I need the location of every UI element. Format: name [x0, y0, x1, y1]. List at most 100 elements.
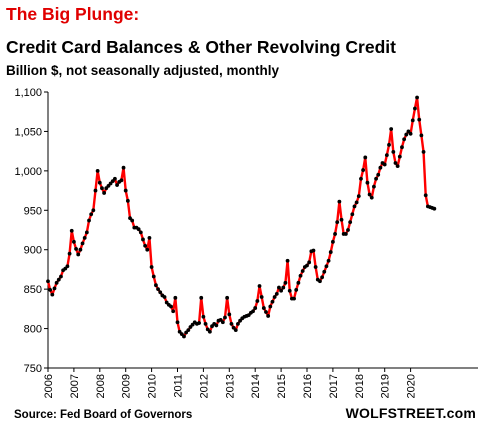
data-point	[421, 150, 426, 154]
data-point	[298, 273, 303, 278]
data-point	[141, 237, 145, 242]
data-point	[408, 131, 413, 136]
data-point	[147, 235, 152, 240]
data-point	[93, 188, 98, 193]
data-point	[404, 132, 409, 137]
data-point	[84, 230, 89, 235]
data-point	[175, 320, 180, 325]
data-point	[253, 306, 258, 310]
data-point	[158, 290, 163, 295]
y-tick-label: 1,100	[14, 87, 42, 99]
data-point	[413, 106, 417, 111]
data-point	[80, 241, 85, 246]
x-tick-label: 2011	[173, 374, 185, 398]
data-point	[419, 133, 424, 138]
data-point	[125, 198, 130, 203]
data-point	[67, 251, 72, 256]
data-point	[320, 275, 325, 280]
data-point	[223, 315, 227, 320]
y-tick-label: 1,050	[14, 126, 42, 138]
data-point	[59, 274, 63, 279]
data-point	[423, 193, 428, 198]
data-point	[76, 252, 81, 257]
data-point	[82, 235, 87, 240]
data-point	[171, 309, 176, 314]
data-point	[214, 323, 219, 328]
data-point	[400, 145, 404, 150]
data-point	[115, 183, 119, 187]
data-point	[225, 295, 230, 300]
data-point	[311, 248, 316, 253]
data-point	[48, 288, 53, 292]
data-point	[294, 288, 299, 292]
data-point	[149, 265, 154, 269]
data-point	[251, 309, 255, 314]
x-tick-label: 2006	[43, 374, 55, 398]
x-tick-label: 2019	[380, 374, 392, 398]
data-point	[173, 295, 178, 300]
y-tick-label: 900	[24, 245, 42, 257]
data-point	[95, 168, 100, 173]
x-tick-label: 2010	[147, 374, 159, 398]
data-point	[261, 306, 266, 310]
data-point	[197, 321, 201, 325]
data-point	[318, 279, 322, 284]
data-point	[65, 264, 70, 269]
data-point	[395, 164, 400, 169]
data-point	[207, 329, 212, 334]
data-point	[270, 299, 275, 304]
data-point	[52, 286, 57, 291]
data-point	[322, 269, 327, 274]
data-point	[352, 204, 357, 209]
chart-title: The Big Plunge:	[6, 4, 140, 24]
x-axis: 2006 2007 2008 2009 2010 2011 2012 2013 2014 2015…	[43, 367, 478, 398]
data-point	[138, 230, 143, 235]
x-tick-label: 2018	[354, 374, 366, 398]
data-point	[365, 180, 370, 185]
data-point	[143, 243, 148, 248]
data-point	[348, 220, 353, 225]
data-point	[333, 232, 337, 236]
x-tick-label: 2009	[121, 374, 133, 398]
data-point	[324, 264, 329, 269]
y-tick-label: 850	[24, 284, 42, 296]
data-point	[279, 288, 283, 293]
data-point	[229, 321, 234, 326]
data-point	[274, 291, 279, 296]
data-point	[162, 295, 167, 299]
data-point	[287, 288, 292, 293]
data-point	[220, 320, 225, 325]
data-point	[121, 165, 126, 170]
data-point	[87, 218, 91, 223]
series-line	[46, 96, 435, 338]
data-point	[361, 168, 366, 172]
data-point	[277, 285, 281, 290]
data-point	[391, 150, 396, 154]
x-tick-label: 2007	[69, 374, 81, 398]
data-point	[378, 165, 383, 170]
data-point	[343, 232, 348, 236]
data-point	[151, 274, 156, 279]
data-point	[72, 239, 76, 244]
data-point	[410, 118, 415, 123]
data-point	[346, 228, 350, 232]
data-point	[335, 220, 340, 225]
data-point	[236, 321, 240, 326]
data-point	[182, 334, 186, 339]
x-tick-label: 2015	[276, 374, 288, 398]
data-point	[50, 292, 55, 297]
brand-logo-text: WOLFSTREET.com	[345, 405, 476, 421]
x-tick-label: 2016	[302, 374, 314, 398]
data-point	[393, 161, 398, 165]
data-point	[130, 218, 135, 223]
y-tick-label: 1,000	[14, 166, 42, 178]
y-tick-label: 800	[24, 324, 42, 336]
data-point	[305, 263, 309, 268]
y-axis: 750 800 850 900 950 1,000 1,050 1,100	[14, 87, 49, 375]
source-note: Source: Fed Board of Governors	[14, 409, 193, 421]
data-point	[46, 279, 50, 284]
data-point	[102, 191, 107, 195]
x-tick-label: 2012	[198, 374, 210, 398]
data-point	[369, 195, 374, 200]
data-point	[91, 208, 96, 213]
